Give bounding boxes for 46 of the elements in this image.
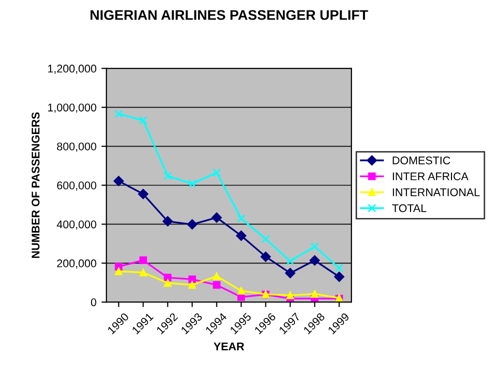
- legend-label: INTER AFRICA: [392, 172, 468, 180]
- point: [310, 290, 319, 298]
- point: [114, 268, 122, 276]
- point: [188, 275, 196, 284]
- point: [139, 116, 148, 125]
- point: [310, 242, 319, 251]
- point: [260, 252, 271, 262]
- point: [114, 110, 123, 118]
- point: [188, 180, 196, 188]
- point: [286, 257, 294, 266]
- point: [188, 281, 196, 289]
- chart-title: NIGERIAN AIRLINES PASSENGER UPLIFT: [90, 10, 368, 20]
- x-axis-title: YEAR: [214, 342, 244, 350]
- legend-label: DOMESTIC: [392, 156, 450, 164]
- point: [212, 212, 222, 223]
- point: [187, 219, 198, 230]
- point: [286, 291, 294, 300]
- y-tick-label: 0: [90, 298, 96, 306]
- point: [237, 214, 246, 223]
- y-tick-label: 400,000: [56, 220, 96, 230]
- point: [212, 281, 221, 289]
- point: [139, 256, 147, 264]
- point: [138, 188, 148, 200]
- point: [335, 264, 344, 272]
- point: [164, 279, 172, 287]
- y-tick-label: 800,000: [57, 142, 96, 152]
- point: [236, 230, 246, 241]
- legend-label: TOTAL: [392, 204, 426, 212]
- point: [162, 216, 173, 226]
- point: [310, 255, 320, 266]
- y-tick-label: 200,000: [57, 259, 96, 269]
- point: [262, 234, 270, 244]
- y-axis-title: NUMBER OF PASSENGERS: [32, 112, 40, 258]
- point: [139, 268, 147, 276]
- point: [114, 176, 124, 186]
- point: [212, 168, 221, 177]
- point: [164, 274, 172, 282]
- y-tick-label: 1,000,000: [48, 104, 96, 113]
- point: [285, 268, 296, 278]
- point: [334, 272, 344, 282]
- point: [164, 172, 172, 180]
- y-tick-label: 600,000: [57, 182, 96, 191]
- point: [237, 286, 246, 295]
- legend-label: INTERNATIONAL: [392, 188, 480, 196]
- point: [212, 272, 221, 280]
- y-tick-label: 1,200,000: [48, 64, 96, 74]
